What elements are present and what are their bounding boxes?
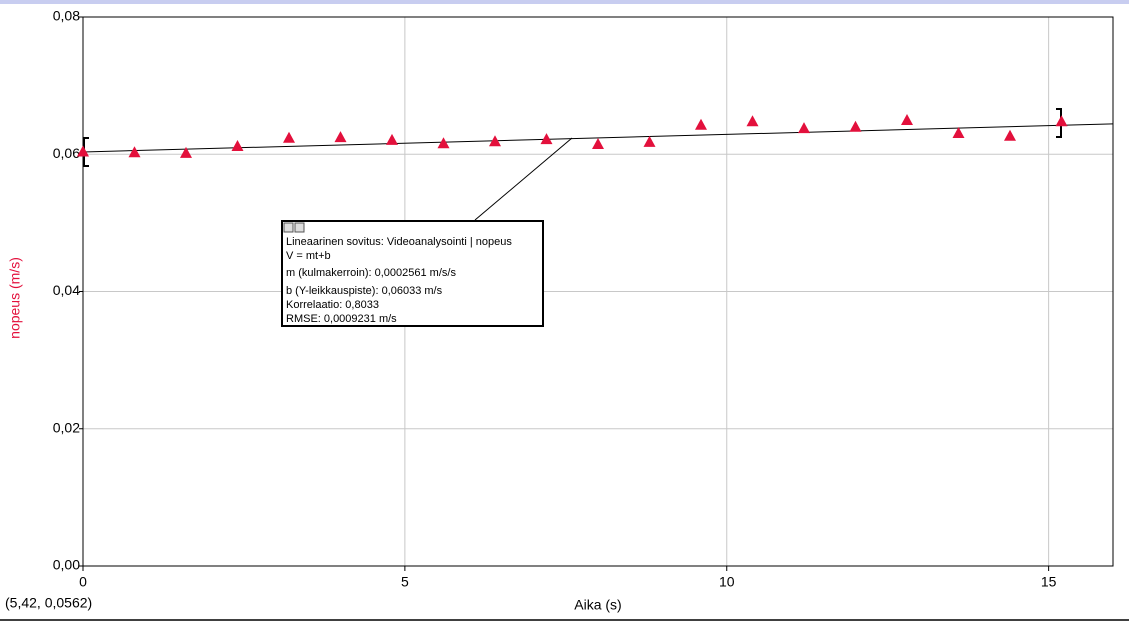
data-point — [231, 140, 244, 152]
y-tick-label: 0,06 — [53, 145, 80, 161]
menu-icon[interactable] — [294, 222, 305, 233]
top-bar — [0, 0, 1129, 4]
data-point — [592, 137, 604, 149]
data-point — [643, 135, 656, 147]
data-point — [746, 115, 759, 127]
fit-slope: m (kulmakerroin): 0,0002561 m/s/s — [286, 267, 456, 279]
y-tick-label: 0,04 — [53, 282, 80, 298]
data-point — [540, 133, 553, 145]
data-point — [77, 145, 89, 157]
data-point — [437, 137, 450, 149]
x-tick-label: 5 — [401, 574, 409, 590]
data-point — [334, 131, 347, 143]
y-tick-label: 0,08 — [53, 8, 80, 24]
fit-intercept: b (Y-leikkauspiste): 0,06033 m/s — [286, 285, 443, 297]
data-point — [283, 131, 295, 143]
data-point — [180, 146, 192, 158]
data-point — [128, 146, 141, 158]
fit-equation: V = mt+b — [286, 250, 331, 262]
data-point — [1004, 129, 1016, 141]
x-tick-label: 10 — [719, 574, 735, 590]
fit-line — [82, 123, 1114, 153]
data-point — [489, 135, 501, 147]
cursor-readout: (5,42, 0,0562) — [5, 595, 92, 611]
x-tick-label: 0 — [79, 574, 87, 590]
fit-title: Lineaarinen sovitus: Videoanalysointi | … — [286, 236, 512, 248]
data-point — [798, 122, 810, 134]
fit-rmse: RMSE: 0,0009231 m/s — [286, 313, 397, 325]
x-tick-label: 15 — [1041, 574, 1057, 590]
data-point — [849, 120, 862, 132]
x-axis-label: Aika (s) — [574, 597, 621, 613]
data-point — [901, 113, 913, 125]
annotation-box — [281, 220, 544, 327]
y-tick-label: 0,02 — [53, 419, 80, 435]
fit-correlation: Korrelaatio: 0,8033 — [286, 299, 379, 311]
data-point — [386, 133, 398, 145]
data-point — [952, 126, 965, 138]
data-point — [695, 118, 707, 130]
leader-line — [474, 137, 573, 221]
data-point — [1055, 115, 1068, 127]
close-icon[interactable] — [283, 222, 294, 233]
y-tick-label: 0,00 — [53, 557, 80, 573]
fit-annotation: Lineaarinen sovitus: Videoanalysointi | … — [281, 220, 544, 327]
y-axis-label: nopeus (m/s) — [7, 257, 23, 339]
